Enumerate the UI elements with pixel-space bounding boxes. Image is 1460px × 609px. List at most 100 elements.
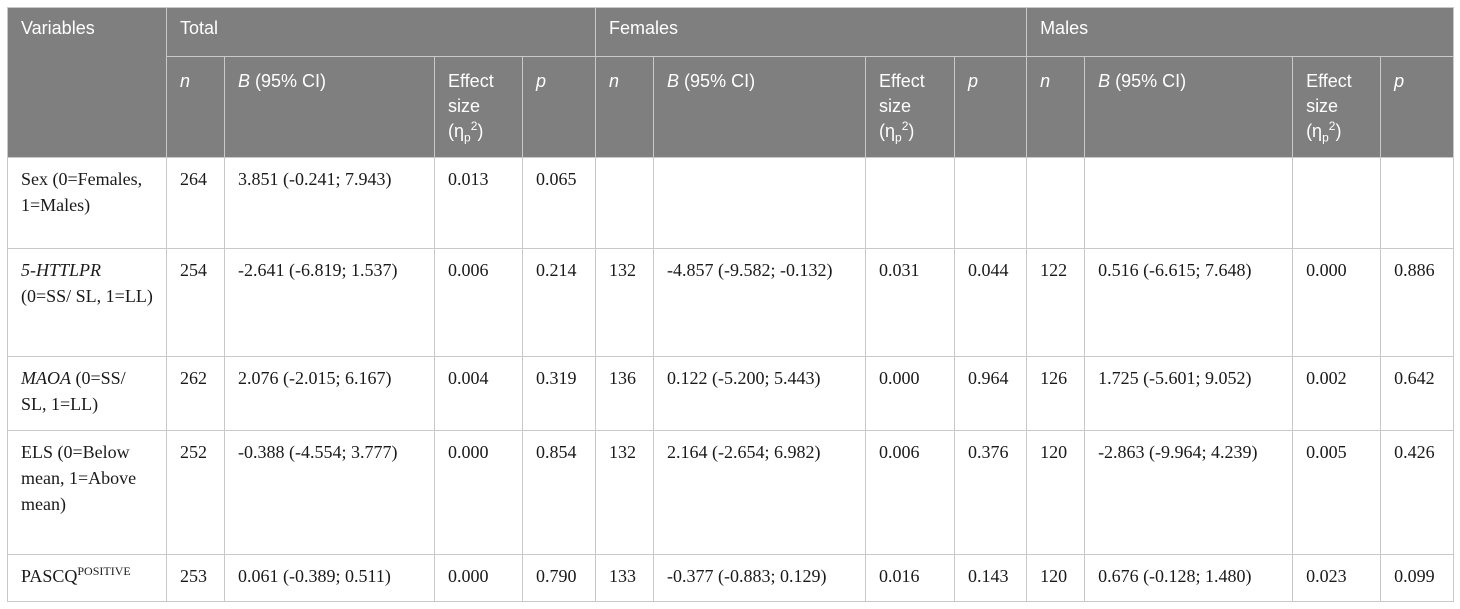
- cell-females-n: 132: [595, 248, 655, 357]
- cell-total-p: 0.790: [521, 554, 597, 602]
- variable-gene-name: 5-HTTLPR: [21, 260, 102, 280]
- cell-total-effect: 0.004: [434, 356, 523, 431]
- cell-total-effect: 0.000: [434, 430, 523, 555]
- cell-females-effect: 0.016: [865, 554, 956, 602]
- cell-total-p: 0.854: [521, 430, 597, 555]
- cell-total-b: 3.851 (-0.241; 7.943): [224, 157, 435, 249]
- variable-coding: (0=SS/ SL, 1=LL): [21, 286, 153, 306]
- cell-total-effect: 0.000: [434, 554, 523, 602]
- header-b-letter: B: [1098, 71, 1111, 91]
- cell-males-p: 0.642: [1380, 356, 1455, 431]
- header-eta-sup: 2: [470, 119, 478, 133]
- header-effect-label: Effect size: [879, 71, 925, 116]
- header-n: n: [1026, 56, 1086, 158]
- header-effect-label: Effect size: [1306, 71, 1352, 116]
- header-eta-open: (η: [1306, 121, 1323, 141]
- cell-variable: Sex (0=Females, 1=Males): [7, 157, 167, 249]
- cell-females-effect: 0.000: [865, 356, 956, 431]
- cell-males-p: 0.099: [1380, 554, 1455, 602]
- cell-females-b: 0.122 (-5.200; 5.443): [653, 356, 867, 431]
- variable-coding: (0=SS/ SL, 1=LL): [21, 368, 126, 414]
- cell-variable: MAOA (0=SS/ SL, 1=LL): [7, 356, 167, 431]
- header-row-groups: Variables Total Females Males: [7, 7, 1455, 158]
- cell-total-p: 0.214: [521, 248, 597, 357]
- header-eta-close: ): [477, 121, 484, 141]
- variable-gene-name: MAOA: [21, 368, 71, 388]
- header-group-females: Females: [595, 7, 1028, 57]
- header-p: p: [521, 56, 597, 158]
- cell-males-b: 0.676 (-0.128; 1.480): [1084, 554, 1294, 602]
- cell-females-n: 133: [595, 554, 655, 602]
- cell-males-effect: 0.005: [1292, 430, 1382, 555]
- cell-males-n: 126: [1026, 356, 1086, 431]
- cell-males-b: 1.725 (-5.601; 9.052): [1084, 356, 1294, 431]
- table-row-pascq-positive: PASCQPOSITIVE 253 0.061 (-0.389; 0.511) …: [7, 554, 1455, 602]
- header-eta-sub: p: [464, 130, 471, 145]
- cell-females-effect: 0.031: [865, 248, 956, 357]
- cell-total-n: 253: [166, 554, 225, 602]
- cell-males-n: 122: [1026, 248, 1086, 357]
- cell-males-b: -2.863 (-9.964; 4.239): [1084, 430, 1294, 555]
- cell-females-b: -0.377 (-0.883; 0.129): [653, 554, 867, 602]
- cell-males-effect: [1292, 157, 1382, 249]
- cell-variable: PASCQPOSITIVE: [7, 554, 167, 602]
- header-eta-open: (η: [448, 121, 465, 141]
- header-b-ci-label: (95% CI): [679, 71, 756, 91]
- header-group-males: Males: [1026, 7, 1455, 57]
- cell-females-p: 0.376: [954, 430, 1028, 555]
- header-p: p: [1380, 56, 1455, 158]
- header-effect-size: Effect size (ηp2): [865, 56, 956, 158]
- cell-variable: ELS (0=Below mean, 1=Above mean): [7, 430, 167, 555]
- cell-females-p: 0.044: [954, 248, 1028, 357]
- cell-males-effect: 0.002: [1292, 356, 1382, 431]
- cell-total-n: 254: [166, 248, 225, 357]
- header-eta-sub: p: [1322, 130, 1329, 145]
- cell-total-effect: 0.013: [434, 157, 523, 249]
- header-effect-label: Effect size: [448, 71, 494, 116]
- header-group-total: Total: [165, 7, 597, 57]
- cell-total-p: 0.319: [521, 356, 597, 431]
- table-row-sex: Sex (0=Females, 1=Males) 264 3.851 (-0.2…: [7, 157, 1455, 249]
- cell-males-n: [1026, 157, 1086, 249]
- table-body: Sex (0=Females, 1=Males) 264 3.851 (-0.2…: [7, 157, 1455, 602]
- cell-females-n: 136: [595, 356, 655, 431]
- cell-total-b: 2.076 (-2.015; 6.167): [224, 356, 435, 431]
- header-b-ci-label: (95% CI): [1110, 71, 1187, 91]
- cell-females-p: [954, 157, 1028, 249]
- header-b-ci: B (95% CI): [224, 56, 435, 158]
- cell-males-n: 120: [1026, 554, 1086, 602]
- table-row-maoa: MAOA (0=SS/ SL, 1=LL) 262 2.076 (-2.015;…: [7, 356, 1455, 431]
- cell-females-n: [595, 157, 655, 249]
- cell-males-n: 120: [1026, 430, 1086, 555]
- cell-total-b: -2.641 (-6.819; 1.537): [224, 248, 435, 357]
- cell-total-effect: 0.006: [434, 248, 523, 357]
- cell-total-n: 264: [166, 157, 225, 249]
- cell-total-b: 0.061 (-0.389; 0.511): [224, 554, 435, 602]
- header-b-ci-label: (95% CI): [250, 71, 327, 91]
- cell-females-b: [653, 157, 867, 249]
- header-eta-close: ): [908, 121, 915, 141]
- header-b-ci: B (95% CI): [1084, 56, 1294, 158]
- header-eta-sup: 2: [1328, 119, 1336, 133]
- cell-males-effect: 0.023: [1292, 554, 1382, 602]
- cell-females-b: 2.164 (-2.654; 6.982): [653, 430, 867, 555]
- cell-total-p: 0.065: [521, 157, 597, 249]
- header-n: n: [595, 56, 655, 158]
- cell-females-effect: [865, 157, 956, 249]
- header-eta-open: (η: [879, 121, 896, 141]
- cell-males-p: 0.426: [1380, 430, 1455, 555]
- table-row-5httlpr: 5-HTTLPR (0=SS/ SL, 1=LL) 254 -2.641 (-6…: [7, 248, 1455, 357]
- table-header: Variables Total Females Males n B (95% C…: [7, 7, 1455, 158]
- cell-females-p: 0.143: [954, 554, 1028, 602]
- header-b-letter: B: [667, 71, 680, 91]
- cell-total-n: 262: [166, 356, 225, 431]
- table-row-els: ELS (0=Below mean, 1=Above mean) 252 -0.…: [7, 430, 1455, 555]
- header-variables: Variables: [7, 7, 167, 158]
- cell-females-n: 132: [595, 430, 655, 555]
- variable-base: PASCQ: [21, 566, 78, 586]
- cell-total-n: 252: [166, 430, 225, 555]
- header-effect-size: Effect size (ηp2): [434, 56, 523, 158]
- cell-males-b: 0.516 (-6.615; 7.648): [1084, 248, 1294, 357]
- cell-males-effect: 0.000: [1292, 248, 1382, 357]
- results-table: Variables Total Females Males n B (95% C…: [7, 7, 1455, 602]
